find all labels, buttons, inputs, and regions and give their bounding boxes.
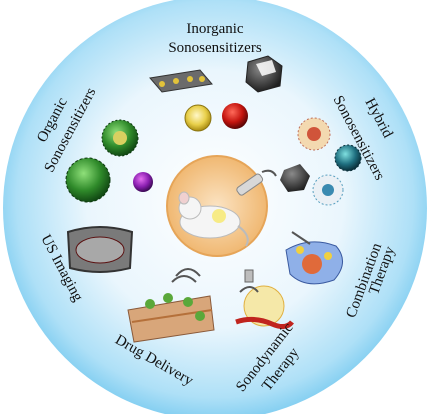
label-inorganic-line1: Inorganic [186,21,244,37]
us-imaging-image [66,226,134,273]
label-inorganic-line2: Sonosensitizers [168,40,261,56]
sonodynamic-therapy-image [235,269,294,330]
organic-sonosensitizer-images [65,119,153,203]
hybrid-sonosensitizer-images [280,117,362,206]
combination-therapy-image [285,231,343,285]
inorganic-sonosensitizer-images [149,55,283,132]
drug-delivery-image [127,268,215,343]
center-mouse-illustration [166,155,277,257]
